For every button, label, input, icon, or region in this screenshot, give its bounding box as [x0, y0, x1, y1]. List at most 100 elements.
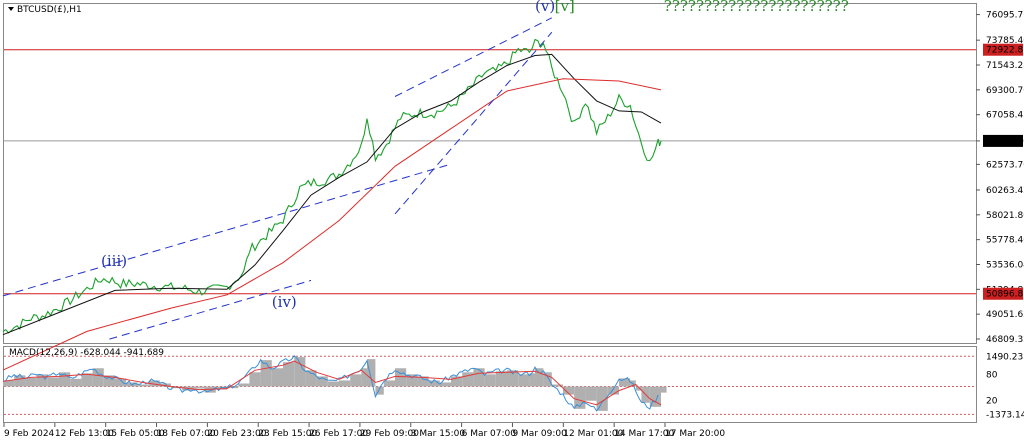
- macd-histogram-bar: [551, 384, 563, 387]
- macd-histogram-bar: [439, 382, 451, 387]
- price-tick-label: 76095.77: [986, 11, 1024, 21]
- dropdown-triangle-icon[interactable]: [8, 7, 14, 11]
- macd-histogram-bar: [260, 360, 272, 387]
- macd-histogram-bar: [339, 380, 351, 387]
- macd-histogram-bar: [103, 375, 115, 387]
- time-tick-label: 18 Feb 07:00: [157, 429, 216, 439]
- macd-histogram-bar: [238, 383, 250, 387]
- time-tick-label: 12 Feb 13:00: [55, 429, 114, 439]
- macd-histogram-bar: [417, 376, 429, 387]
- trend-line-4: [394, 31, 553, 215]
- macd-histogram-bar: [137, 384, 149, 387]
- macd-indicator-label: MACD(12,26,9) -628.044 -941.689: [9, 348, 164, 358]
- price-tick-label: 60263.42: [986, 186, 1024, 196]
- macd-histogram-bar: [535, 368, 544, 387]
- time-tick-label: 23 Feb 15:00: [258, 429, 317, 439]
- macd-histogram-bar: [596, 386, 608, 411]
- macd-histogram-bar: [81, 373, 93, 387]
- macd-histogram-bar: [70, 378, 82, 387]
- price-highlight-box: [983, 287, 1023, 300]
- price-pane-frame: [3, 3, 977, 344]
- macd-histogram-bar: [428, 380, 440, 387]
- time-tick-label: 20 Feb 23:00: [207, 429, 266, 439]
- macd-line: [2, 355, 659, 412]
- price-highlight-label: 50896.87: [986, 290, 1024, 300]
- trend-line-2: [109, 279, 312, 340]
- macd-histogram-bar: [115, 378, 127, 387]
- macd-signal-line: [2, 360, 662, 406]
- time-tick-label: 9 Mar 09:00: [512, 429, 567, 439]
- macd-histogram-bar: [462, 372, 474, 387]
- macd-histogram-bar: [635, 386, 642, 391]
- trend-line-3: [394, 17, 553, 97]
- macd-histogram-bar: [395, 368, 407, 387]
- macd-histogram-bar: [327, 381, 339, 387]
- time-tick-label: 12 Mar 01:00: [563, 429, 623, 439]
- price-tick-label: 46809.32: [986, 335, 1024, 345]
- macd-histogram-bar: [14, 375, 26, 387]
- macd-histogram-bar: [661, 386, 667, 393]
- macd-histogram-bar: [361, 368, 367, 387]
- macd-histogram-bar: [473, 368, 485, 387]
- price-highlight-label: 64692.10: [986, 137, 1024, 147]
- time-tick-label: 9 Feb 2024: [4, 429, 55, 439]
- macd-histogram-bar: [518, 374, 530, 387]
- macd-histogram-bar: [92, 368, 104, 387]
- macd-histogram-bar: [350, 374, 362, 387]
- time-tick-label: 15 Feb 05:00: [106, 429, 165, 439]
- wave-label: (iii): [101, 252, 127, 270]
- macd-histogram-bar: [649, 386, 661, 407]
- price-tick-label: 67058.42: [986, 111, 1024, 121]
- time-tick-label: 26 Feb 17:00: [309, 429, 368, 439]
- macd-histogram-bar: [451, 376, 463, 387]
- time-tick-label: 14 Mar 17:00: [614, 429, 674, 439]
- macd-histogram-bar: [607, 386, 619, 395]
- price-tick-label: 71543.28: [986, 61, 1024, 71]
- time-tick-label: 6 Mar 07:00: [462, 429, 517, 439]
- moving-average-2: [2, 78, 662, 371]
- price-tick-label: 69300.70: [986, 86, 1024, 96]
- macd-histogram-bar: [294, 357, 306, 387]
- macd-histogram-bar: [563, 386, 575, 395]
- macd-histogram-bar: [484, 374, 496, 387]
- macd-tick-label: 1490.235: [986, 352, 1024, 362]
- macd-histogram-bar: [529, 373, 535, 387]
- time-tick-label: 3 Mar 15:00: [411, 429, 466, 439]
- macd-histogram-bar: [249, 372, 261, 387]
- macd-histogram-bar: [406, 374, 418, 387]
- price-tick-label: 58021.80: [986, 211, 1024, 221]
- macd-tick-label: -1373.14: [986, 410, 1024, 420]
- symbol-label: BTCUSD(£),H1: [17, 5, 82, 15]
- macd-histogram-bar: [148, 380, 160, 387]
- macd-histogram-bar: [585, 386, 597, 401]
- wave-label: ???????????????????????: [664, 0, 849, 15]
- macd-histogram-bar: [316, 376, 328, 387]
- macd-histogram-bar: [305, 370, 317, 387]
- time-tick-label: 29 Feb 09:00: [360, 429, 419, 439]
- macd-histogram-bar: [25, 377, 37, 387]
- macd-histogram-bar: [159, 383, 171, 387]
- wave-label: (iv): [272, 293, 297, 311]
- price-tick-label: 49051.62: [986, 310, 1024, 320]
- moving-average-1: [2, 53, 662, 336]
- price-tick-label: 55778.40: [986, 236, 1024, 246]
- macd-histogram-bar: [375, 386, 384, 395]
- macd-tick-label: 20: [986, 397, 998, 407]
- price-tick-label: 73785.40: [986, 36, 1024, 46]
- price-tick-label: 53536.04: [986, 260, 1024, 270]
- price-highlight-box: [983, 134, 1023, 147]
- macd-histogram-bar: [271, 368, 283, 387]
- macd-histogram-bar: [59, 372, 71, 387]
- price-line: [2, 38, 662, 334]
- wave-label: [v]: [555, 0, 575, 15]
- time-tick-label: 17 Mar 20:00: [665, 429, 725, 439]
- macd-histogram-bar: [507, 370, 519, 387]
- price-tick-label: 62573.70: [986, 160, 1024, 170]
- macd-histogram-bar: [495, 371, 507, 387]
- macd-tick-label: 80: [986, 370, 998, 380]
- macd-histogram-bar: [619, 378, 631, 387]
- price-highlight-box: [983, 43, 1023, 56]
- wave-label: (v): [535, 0, 555, 15]
